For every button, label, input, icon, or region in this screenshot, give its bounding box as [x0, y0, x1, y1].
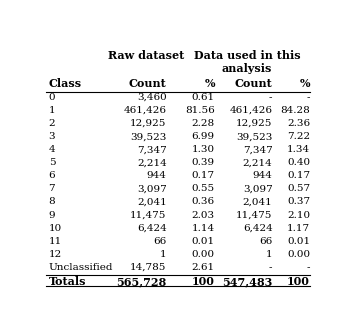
Text: 4: 4 — [48, 145, 55, 154]
Text: 12,925: 12,925 — [236, 119, 273, 128]
Text: 2,041: 2,041 — [137, 198, 167, 207]
Text: 1.17: 1.17 — [287, 224, 310, 233]
Text: 2.61: 2.61 — [192, 263, 215, 272]
Text: 8: 8 — [48, 198, 55, 207]
Text: 5: 5 — [48, 158, 55, 167]
Text: 2,214: 2,214 — [137, 158, 167, 167]
Text: %: % — [204, 78, 215, 89]
Text: 100: 100 — [192, 276, 215, 287]
Text: 11,475: 11,475 — [130, 211, 167, 219]
Text: 0.17: 0.17 — [192, 171, 215, 180]
Text: 0.17: 0.17 — [287, 171, 310, 180]
Text: 3,097: 3,097 — [137, 184, 167, 193]
Text: 2,041: 2,041 — [243, 198, 273, 207]
Text: 6,424: 6,424 — [137, 224, 167, 233]
Text: 66: 66 — [259, 237, 273, 246]
Text: 0.39: 0.39 — [192, 158, 215, 167]
Text: 7,347: 7,347 — [137, 145, 167, 154]
Text: 2.10: 2.10 — [287, 211, 310, 219]
Text: 2.36: 2.36 — [287, 119, 310, 128]
Text: -: - — [269, 93, 273, 102]
Text: 81.56: 81.56 — [185, 106, 215, 115]
Text: Totals: Totals — [48, 276, 86, 287]
Text: 100: 100 — [287, 276, 310, 287]
Text: 0.40: 0.40 — [287, 158, 310, 167]
Text: 0: 0 — [48, 93, 55, 102]
Text: 84.28: 84.28 — [280, 106, 310, 115]
Text: Unclassified: Unclassified — [48, 263, 113, 272]
Text: 1.34: 1.34 — [287, 145, 310, 154]
Text: 1.14: 1.14 — [192, 224, 215, 233]
Text: 1: 1 — [266, 250, 273, 259]
Text: 1.30: 1.30 — [192, 145, 215, 154]
Text: 12,925: 12,925 — [130, 119, 167, 128]
Text: 39,523: 39,523 — [236, 132, 273, 141]
Text: 14,785: 14,785 — [130, 263, 167, 272]
Text: 0.01: 0.01 — [192, 237, 215, 246]
Text: 3,097: 3,097 — [243, 184, 273, 193]
Text: 565,728: 565,728 — [116, 276, 167, 287]
Text: Raw dataset: Raw dataset — [108, 50, 185, 61]
Text: 2.28: 2.28 — [192, 119, 215, 128]
Text: 11,475: 11,475 — [236, 211, 273, 219]
Text: 944: 944 — [147, 171, 167, 180]
Text: -: - — [307, 93, 310, 102]
Text: 9: 9 — [48, 211, 55, 219]
Text: Count: Count — [235, 78, 273, 89]
Text: 1: 1 — [48, 106, 55, 115]
Text: 0.57: 0.57 — [287, 184, 310, 193]
Text: -: - — [307, 263, 310, 272]
Text: Count: Count — [129, 78, 167, 89]
Text: 1: 1 — [160, 250, 167, 259]
Text: 3: 3 — [48, 132, 55, 141]
Text: 7: 7 — [48, 184, 55, 193]
Text: 461,426: 461,426 — [124, 106, 167, 115]
Text: 2.03: 2.03 — [192, 211, 215, 219]
Text: 0.37: 0.37 — [287, 198, 310, 207]
Text: 3,460: 3,460 — [137, 93, 167, 102]
Text: 547,483: 547,483 — [222, 276, 273, 287]
Text: 12: 12 — [48, 250, 62, 259]
Text: 10: 10 — [48, 224, 62, 233]
Text: 7,347: 7,347 — [243, 145, 273, 154]
Text: 66: 66 — [153, 237, 167, 246]
Text: 6,424: 6,424 — [243, 224, 273, 233]
Text: 0.61: 0.61 — [192, 93, 215, 102]
Text: 6: 6 — [48, 171, 55, 180]
Text: Data used in this
analysis: Data used in this analysis — [194, 50, 300, 73]
Text: 0.36: 0.36 — [192, 198, 215, 207]
Text: 11: 11 — [48, 237, 62, 246]
Text: 6.99: 6.99 — [192, 132, 215, 141]
Text: 2: 2 — [48, 119, 55, 128]
Text: 944: 944 — [253, 171, 273, 180]
Text: 0.00: 0.00 — [287, 250, 310, 259]
Text: -: - — [269, 263, 273, 272]
Text: 7.22: 7.22 — [287, 132, 310, 141]
Text: %: % — [300, 78, 310, 89]
Text: 461,426: 461,426 — [229, 106, 273, 115]
Text: 0.55: 0.55 — [192, 184, 215, 193]
Text: 39,523: 39,523 — [130, 132, 167, 141]
Text: 0.01: 0.01 — [287, 237, 310, 246]
Text: 0.00: 0.00 — [192, 250, 215, 259]
Text: Class: Class — [48, 78, 82, 89]
Text: 2,214: 2,214 — [243, 158, 273, 167]
